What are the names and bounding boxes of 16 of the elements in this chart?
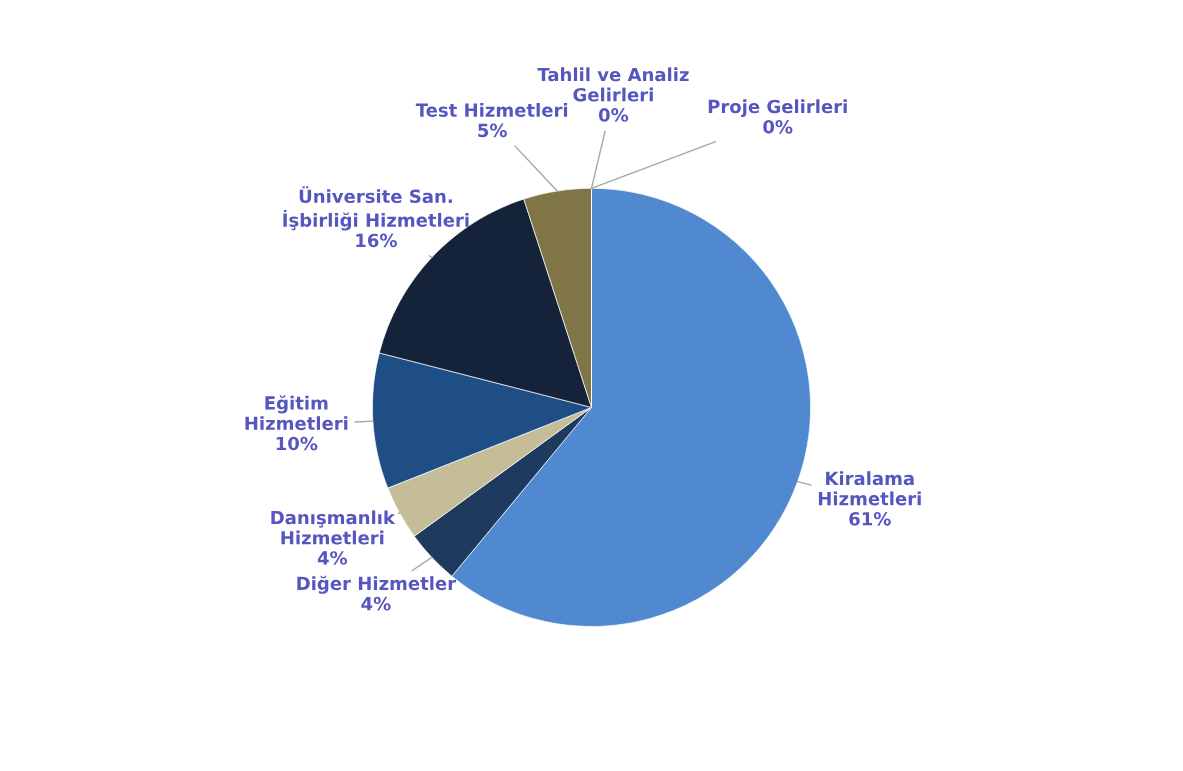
category-label: Proje Gelirleri — [708, 99, 847, 117]
slice-label: Diğer Hizmetler — [297, 575, 457, 594]
slice-label: Üniversite San. İşbirliği Hizmetleri — [283, 186, 469, 231]
text: 0% — [763, 119, 793, 134]
data-label: 16% — [356, 233, 397, 248]
slice-label: Test Hizmetleri — [415, 102, 568, 117]
data-label: 5% — [478, 123, 507, 138]
data-label: 4% — [361, 596, 391, 611]
slice-label: Kiralama Hizmetleri — [818, 471, 921, 506]
slice-label: Danışmanlık Hizmetleri — [271, 510, 396, 545]
data-label: 4% — [317, 551, 348, 565]
slice-label: Eğitim Hizmetleri — [245, 395, 348, 431]
category-label: Tahlil ve Analiz Gelirleri — [537, 67, 689, 102]
data-label: 61% — [849, 511, 891, 526]
text: 0% — [598, 108, 629, 122]
data-label: 10% — [276, 436, 318, 451]
